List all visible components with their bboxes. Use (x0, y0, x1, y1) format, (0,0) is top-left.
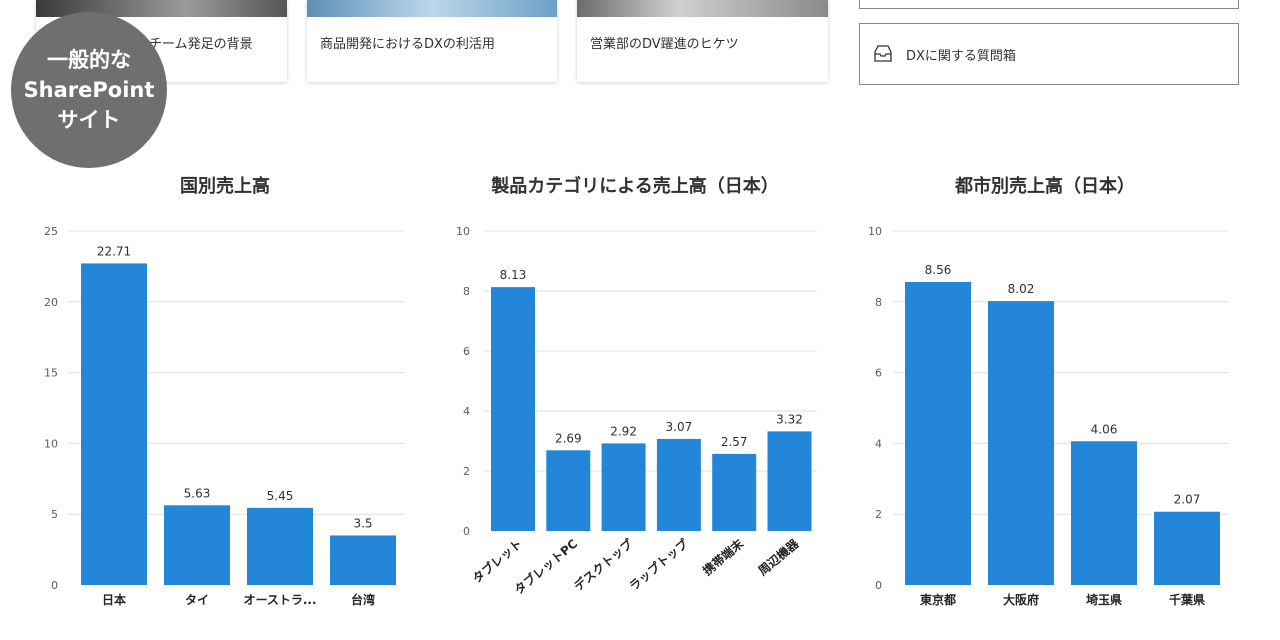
bar[interactable] (905, 281, 971, 585)
y-tick-label: 15 (44, 367, 58, 380)
news-card-2[interactable]: 商品開発におけるDXの利活用 (307, 0, 557, 82)
y-tick-label: 25 (44, 225, 58, 238)
data-label: 8.56 (925, 263, 952, 277)
x-tick-label: 埼玉県 (1086, 592, 1122, 607)
data-label: 2.57 (721, 435, 748, 449)
y-tick-label: 8 (875, 296, 882, 309)
y-tick-label: 6 (875, 367, 882, 380)
quick-link-previous[interactable] (859, 0, 1239, 9)
data-label: 5.63 (184, 486, 211, 500)
bar[interactable] (164, 505, 230, 585)
data-label: 22.71 (97, 244, 131, 258)
x-tick-label: 千葉県 (1169, 592, 1205, 607)
chart-title-country: 国別売上高 (180, 176, 270, 197)
quick-link-question-box[interactable]: DXに関する質問箱 (859, 23, 1239, 85)
y-tick-label: 4 (463, 405, 470, 418)
news-card-title: 営業部のDV躍進のヒケツ (590, 37, 739, 52)
bar[interactable] (247, 507, 313, 585)
data-label: 2.07 (1174, 493, 1201, 507)
chart-title-city: 都市別売上高（日本） (955, 176, 1135, 197)
y-tick-label: 2 (875, 508, 882, 521)
x-tick-label: 大阪府 (1003, 592, 1039, 607)
news-card-thumbnail (307, 0, 557, 17)
data-label: 2.92 (610, 424, 637, 438)
bar[interactable] (1154, 511, 1220, 585)
news-card-3[interactable]: 営業部のDV躍進のヒケツ (577, 0, 828, 82)
data-label: 3.32 (776, 412, 803, 426)
y-tick-label: 6 (463, 345, 470, 358)
quick-link-label: DXに関する質問箱 (906, 49, 1016, 64)
y-tick-label: 10 (868, 225, 882, 238)
data-label: 8.13 (500, 268, 527, 282)
bar[interactable] (546, 450, 591, 531)
y-tick-label: 10 (44, 437, 58, 450)
news-card-title: チーム発足の背景 (149, 37, 253, 52)
y-tick-label: 20 (44, 296, 58, 309)
x-tick-label: オーストラ... (243, 593, 316, 607)
data-label: 4.06 (1091, 422, 1118, 436)
bar[interactable] (988, 301, 1054, 585)
y-tick-label: 0 (51, 579, 58, 592)
data-label: 3.5 (353, 516, 372, 530)
sharepoint-site-badge: 一般的な SharePoint サイト (11, 12, 167, 168)
x-tick-label: 日本 (102, 592, 126, 607)
data-label: 2.69 (555, 431, 582, 445)
inbox-tray-icon (874, 45, 892, 62)
y-tick-label: 4 (875, 437, 882, 450)
y-tick-label: 8 (463, 285, 470, 298)
data-label: 3.07 (666, 420, 693, 434)
badge-line-3: サイト (57, 108, 121, 132)
bar[interactable] (601, 443, 646, 531)
bar[interactable] (491, 287, 535, 531)
badge-line-2: SharePoint (23, 78, 155, 102)
x-tick-label: タイ (185, 593, 209, 607)
y-tick-label: 0 (875, 579, 882, 592)
chart-title-category: 製品カテゴリによる売上高（日本） (491, 176, 779, 197)
data-label: 8.02 (1008, 282, 1035, 296)
bar[interactable] (81, 263, 147, 585)
data-label: 5.45 (267, 489, 294, 503)
badge-line-1: 一般的な (47, 48, 131, 72)
y-tick-label: 2 (463, 465, 470, 478)
y-tick-label: 0 (463, 525, 470, 538)
x-tick-label: 東京都 (920, 592, 956, 607)
bar[interactable] (712, 453, 757, 531)
y-tick-label: 10 (456, 225, 470, 238)
bar[interactable] (1071, 441, 1137, 585)
x-tick-label: 台湾 (351, 592, 375, 607)
y-tick-label: 5 (51, 508, 58, 521)
news-card-thumbnail (577, 0, 828, 17)
bar[interactable] (767, 431, 812, 531)
news-card-title: 商品開発におけるDXの利活用 (320, 37, 495, 52)
bar[interactable] (656, 438, 701, 531)
bar[interactable] (330, 535, 396, 585)
